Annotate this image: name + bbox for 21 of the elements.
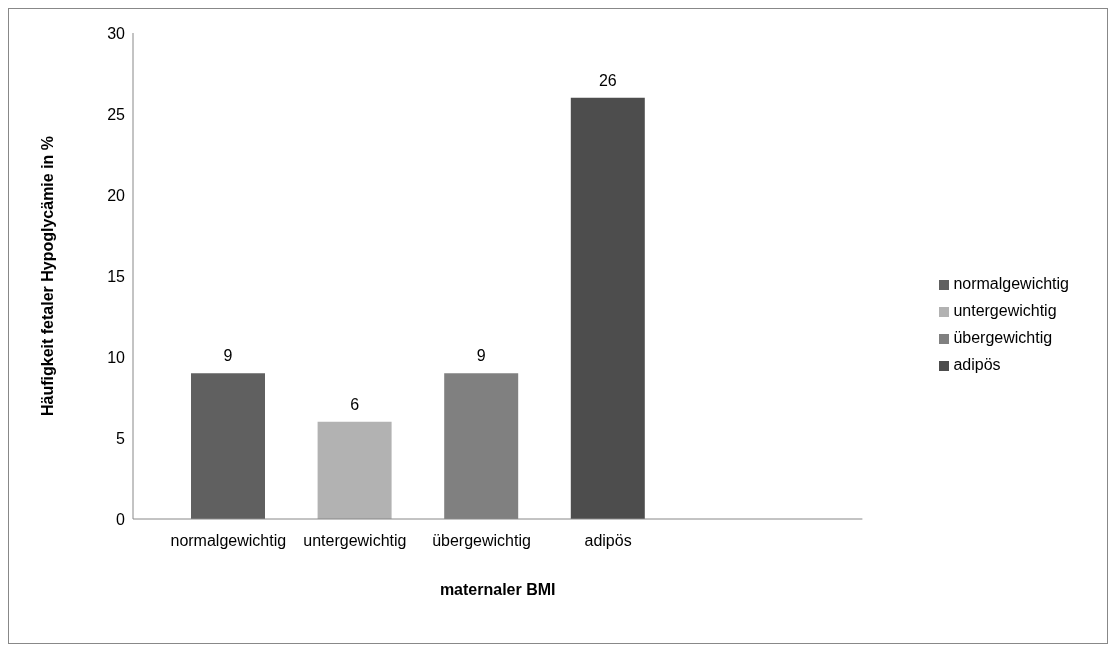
y-tick-label: 0	[116, 510, 126, 528]
y-axis-title: Häufigkeit fetaler Hypoglycämie in %	[38, 135, 56, 417]
x-tick-label: normalgewichtig	[170, 532, 287, 550]
legend-label: übergewichtig	[953, 329, 1053, 346]
legend-label: normalgewichtig	[953, 275, 1069, 292]
data-label: 9	[223, 347, 233, 365]
x-tick-label: übergewichtig	[432, 532, 531, 550]
data-label: 9	[476, 347, 486, 365]
x-tick-label: untergewichtig	[303, 532, 407, 550]
y-tick-label: 30	[107, 24, 126, 42]
data-label: 6	[350, 395, 360, 413]
y-tick-label: 5	[116, 429, 126, 447]
y-tick-label: 25	[107, 105, 126, 123]
x-axis-title: maternaler BMI	[439, 581, 556, 599]
legend-label: adipös	[953, 356, 1001, 373]
y-tick-label: 10	[107, 348, 126, 366]
y-tick-label: 15	[107, 267, 126, 285]
y-tick-label: 20	[107, 186, 126, 204]
legend-label: untergewichtig	[953, 302, 1057, 319]
x-tick-label: adipös	[584, 532, 632, 550]
data-label: 26	[598, 71, 617, 89]
